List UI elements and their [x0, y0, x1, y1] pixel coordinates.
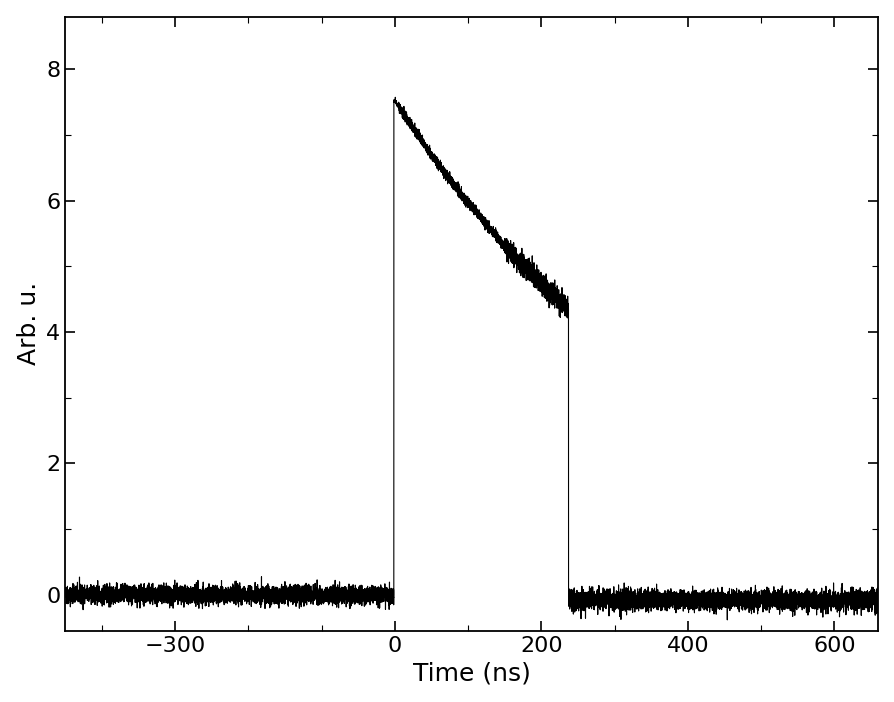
X-axis label: Time (ns): Time (ns) — [412, 661, 530, 685]
Y-axis label: Arb. u.: Arb. u. — [17, 282, 40, 366]
